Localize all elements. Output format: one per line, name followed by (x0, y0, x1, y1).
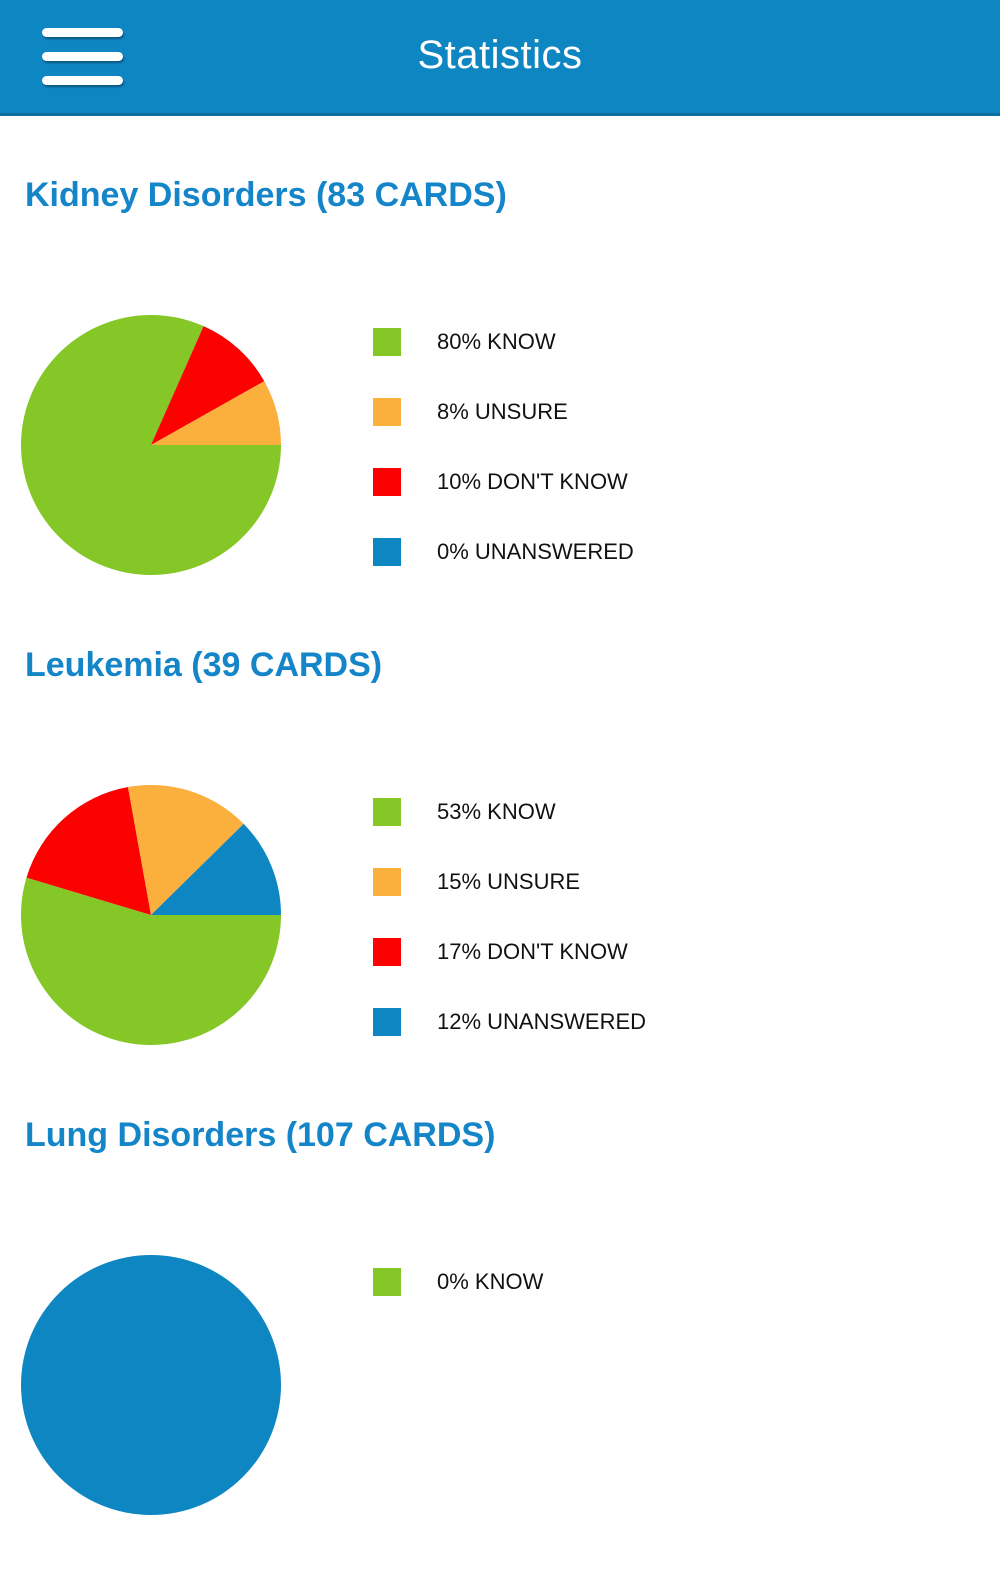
statistics-section: Lung Disorders (107 CARDS) 0% KNOW (0, 1116, 1000, 1586)
statistics-section: Leukemia (39 CARDS) 53% KNOW 15% UNSURE 17%… (0, 646, 1000, 1116)
legend-label: 15% UNSURE (437, 869, 581, 894)
pie-slice-know (21, 315, 282, 576)
legend-swatch-unsure (373, 868, 401, 896)
legend-swatch-unsure (373, 398, 401, 426)
section-heading: Kidney Disorders (83 CARDS) (25, 176, 507, 214)
pie-slice-know (21, 877, 282, 1045)
legend-label: 17% DON'T KNOW (437, 939, 628, 964)
pie-slice-dont_know (26, 787, 152, 915)
section-heading: Leukemia (39 CARDS) (25, 646, 383, 684)
pie-slice-unanswered (21, 1255, 281, 1515)
legend-label: 0% UNANSWERED (437, 539, 634, 564)
legend-label: 0% KNOW (437, 1269, 544, 1294)
legend-label: 12% UNANSWERED (437, 1009, 647, 1034)
pie-chart (21, 315, 282, 576)
hamburger-menu-button[interactable] (42, 28, 123, 85)
hamburger-icon (42, 28, 123, 85)
page-title: Statistics (417, 33, 583, 77)
legend-label: 53% KNOW (437, 799, 556, 824)
pie-chart (21, 785, 282, 1045)
legend-swatch-unanswered (373, 538, 401, 566)
pie-slice-unanswered (151, 823, 281, 915)
pie-slice-unsure (151, 381, 281, 445)
app-header: Statistics (0, 0, 1000, 116)
pie-slice-unsure (127, 785, 244, 915)
legend-swatch-know (373, 798, 401, 826)
pie-chart (21, 1255, 281, 1515)
legend-swatch-dont_know (373, 938, 401, 966)
section-heading: Lung Disorders (107 CARDS) (25, 1116, 496, 1154)
legend-swatch-know (373, 1268, 401, 1296)
statistics-section: Kidney Disorders (83 CARDS) 80% KNOW 8% UN… (0, 176, 1000, 646)
statistics-scroll-area[interactable]: Kidney Disorders (83 CARDS) 80% KNOW 8% UN… (0, 113, 1000, 1515)
legend-swatch-unanswered (373, 1008, 401, 1036)
legend-label: 8% UNSURE (437, 399, 568, 424)
legend-swatch-know (373, 328, 401, 356)
pie-slice-dont_know (151, 326, 265, 445)
legend-label: 80% KNOW (437, 329, 556, 354)
legend-swatch-dont_know (373, 468, 401, 496)
legend-label: 10% DON'T KNOW (437, 469, 628, 494)
